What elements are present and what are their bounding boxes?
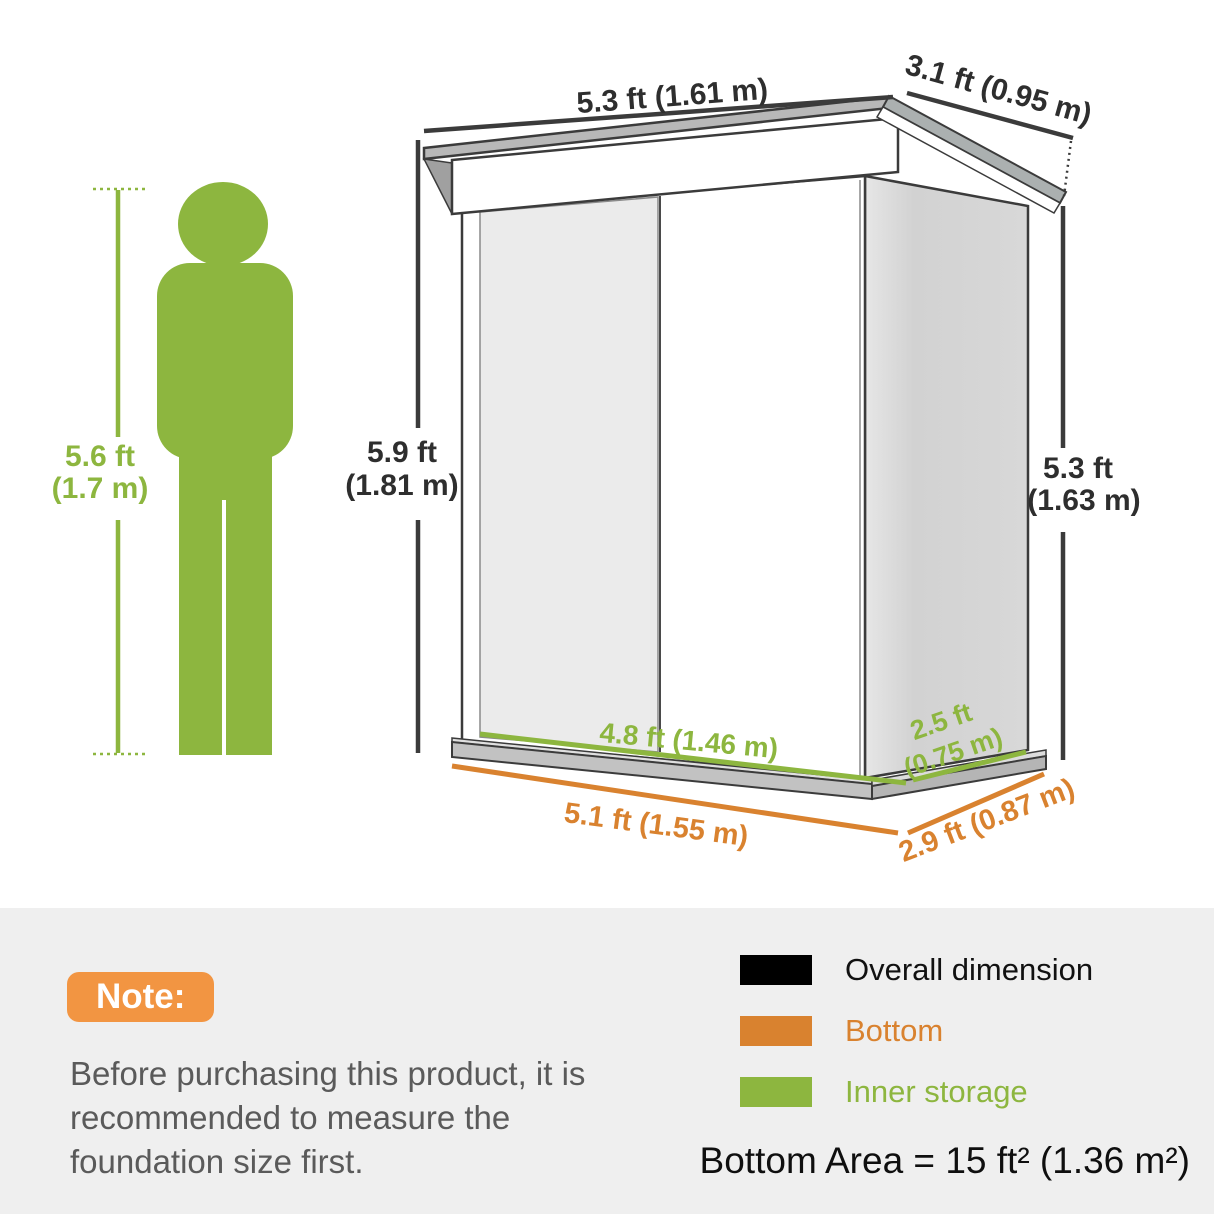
inner-dimension-lines (479, 731, 1027, 786)
bottom-area-text: Bottom Area = 15 ft² (1.36 m²) (699, 1140, 1190, 1181)
person-torso (157, 263, 293, 459)
legend-swatch-inner (740, 1077, 812, 1107)
legend-swatch-overall (740, 955, 812, 985)
overall-height-back-label-m: (1.63 m) (1027, 484, 1140, 517)
overall-swatch-rect (740, 955, 812, 985)
shed-roof-fascia (450, 116, 900, 216)
overall-height-front-label-ft: 5.9 ft (367, 436, 437, 469)
person-height-label-m: (1.7 m) (52, 472, 149, 505)
inner-swatch-rect (740, 1077, 812, 1107)
person-height-dimension (93, 187, 148, 756)
person-height-label-ft: 5.6 ft (65, 440, 135, 473)
overall-height-back-label-ft: 5.3 ft (1043, 452, 1113, 485)
shed-roof-slope-inner (875, 105, 1062, 215)
note-badge: Note: (67, 972, 215, 1022)
overall-dimension-lines (415, 90, 1074, 760)
shed-diagram: 5.6 ft (1.7 m) (52, 48, 1141, 868)
bottom-swatch-rect (740, 1016, 812, 1046)
legend-row-bottom: Bottom (740, 1015, 1093, 1047)
person-leg-divider (222, 500, 226, 755)
person-head (178, 182, 268, 266)
bottom-dimension-lines (451, 763, 1045, 836)
shed-structure (422, 94, 1068, 801)
legend-label-bottom: Bottom (845, 1013, 944, 1048)
legend-label-inner: Inner storage (845, 1074, 1028, 1109)
overall-height-front-label-m: (1.81 m) (345, 469, 458, 502)
shed-base-side (871, 754, 1047, 801)
shed-side-wall (863, 174, 1030, 780)
note-text: Before purchasing this product, it is re… (70, 1055, 586, 1180)
person-silhouette (157, 182, 293, 755)
legend: Overall dimension Bottom Inner storage (740, 954, 1093, 1137)
info-section: Note: Before purchasing this product, it… (0, 908, 1214, 1214)
legend-row-inner: Inner storage (740, 1076, 1093, 1108)
shed-left-door (479, 196, 659, 753)
legend-row-overall: Overall dimension (740, 954, 1093, 986)
shed-roof-left-overhang (422, 158, 453, 215)
legend-label-overall: Overall dimension (845, 952, 1094, 987)
legend-swatch-bottom (740, 1016, 812, 1046)
